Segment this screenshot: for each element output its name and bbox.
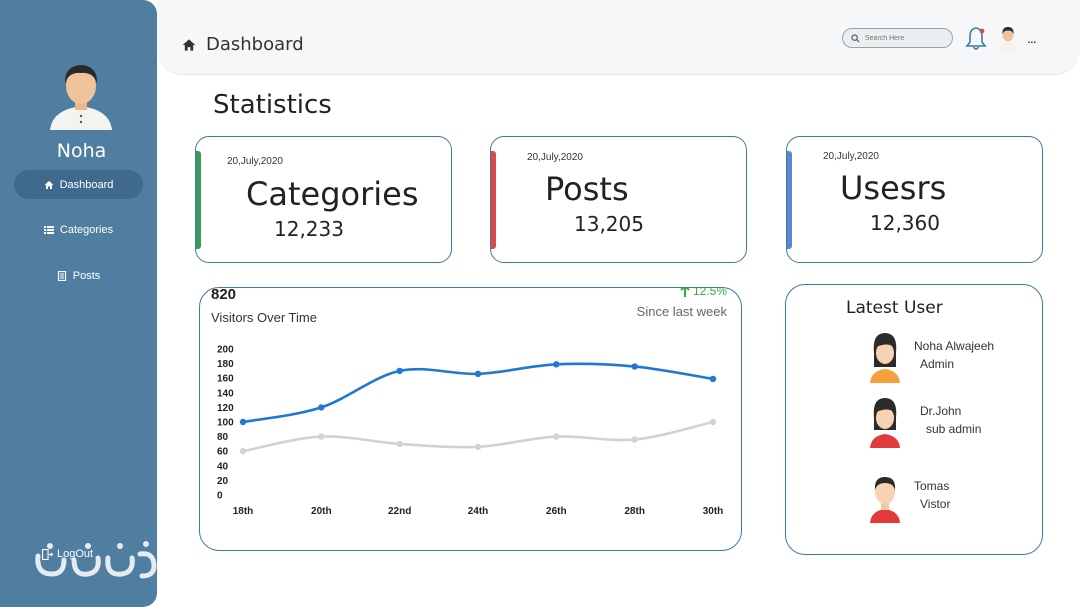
search-box[interactable]: [842, 28, 953, 48]
y-tick-label: 20: [217, 476, 229, 487]
data-point: [239, 418, 247, 426]
latest-user-item[interactable]: Noha Alwajeeh Admin: [866, 331, 994, 383]
card-label: Usesrs: [840, 169, 947, 207]
card-date: 20,July,2020: [227, 156, 283, 167]
latest-user-name: Tomas: [914, 479, 950, 493]
data-point: [631, 363, 638, 370]
latest-user-role: Vistor: [920, 497, 951, 511]
data-point: [318, 433, 325, 440]
latest-user-name: Dr.John: [920, 404, 962, 418]
logout-label: LogOut: [57, 548, 94, 560]
y-tick-label: 140: [217, 388, 234, 399]
visitors-since: Since last week: [636, 304, 727, 319]
list-icon: [43, 225, 54, 234]
y-tick-label: 80: [217, 432, 229, 443]
x-tick-label: 20th: [311, 506, 332, 517]
card-value: 13,205: [574, 212, 644, 236]
male-avatar-icon: [870, 477, 900, 523]
search-icon: [851, 33, 860, 42]
sidebar-item-label: Dashboard: [59, 178, 114, 191]
page-title: Statistics: [213, 90, 332, 120]
latest-user-item[interactable]: Tomas Vistor: [866, 471, 950, 523]
latest-user-item[interactable]: Dr.John sub admin: [866, 396, 981, 448]
data-point: [239, 448, 247, 455]
top-header: Dashboard ...: [157, 0, 1080, 75]
visitors-line-chart: 0 20 40 60 80 100 120 140 160 180 200 18th 20th 22nd 2…: [217, 345, 724, 518]
sidebar-user-name: Noha: [56, 140, 107, 162]
profile-avatar[interactable]: [998, 25, 1018, 53]
card-value: 12,360: [870, 211, 940, 235]
search-input[interactable]: [865, 34, 945, 42]
chart-caption: Visitors Over Time: [211, 310, 317, 325]
stat-card-users: 20,July,2020 Usesrs 12,360: [786, 136, 1043, 263]
data-point: [553, 433, 560, 440]
sidebar-item-label: Posts: [72, 269, 101, 282]
home-icon: [44, 180, 54, 189]
sidebar-item-dashboard[interactable]: Dashboard: [14, 170, 143, 199]
female-avatar-icon: [870, 333, 900, 383]
stat-card-categories: 20,July,2020 Categories 12,233: [195, 136, 452, 263]
x-tick-label: 24th: [468, 506, 489, 517]
y-tick-label: 160: [217, 374, 234, 385]
latest-users-title: Latest User: [846, 298, 943, 318]
stat-card-posts: 20,July,2020 Posts 13,205: [490, 136, 747, 263]
logout-button[interactable]: LogOut: [42, 548, 93, 560]
data-point: [396, 367, 403, 375]
x-tick-label: 26th: [546, 506, 567, 517]
sidebar-item-categories[interactable]: Categories: [14, 215, 143, 244]
data-point: [396, 440, 403, 448]
sidebar-item-label: Categories: [59, 223, 114, 236]
card-label: Posts: [545, 170, 629, 208]
card-accent-bar: [787, 151, 792, 249]
y-tick-label: 120: [217, 403, 234, 414]
card-label: Categories: [246, 175, 419, 213]
data-point: [474, 443, 482, 451]
arrow-up-icon: [680, 288, 690, 297]
sidebar-item-posts[interactable]: Posts: [14, 261, 143, 290]
y-tick-label: 40: [217, 461, 229, 472]
x-tick-label: 28th: [624, 506, 645, 517]
y-tick-label: 180: [217, 359, 234, 370]
y-tick-label: 200: [217, 345, 234, 356]
visitors-total: 820: [211, 287, 237, 303]
more-options-icon[interactable]: ...: [1027, 30, 1037, 46]
y-tick-label: 100: [217, 418, 234, 429]
female-avatar-icon: [870, 398, 900, 448]
y-tick-label: 0: [217, 491, 223, 502]
card-date: 20,July,2020: [527, 152, 583, 163]
latest-users-card: Latest User Noha Alwajeeh Admin Dr.John …: [785, 284, 1043, 555]
home-icon: [182, 38, 196, 51]
latest-user-role: Admin: [920, 357, 955, 371]
data-point: [631, 436, 638, 443]
card-accent-bar: [196, 151, 201, 249]
x-tick-label: 18th: [233, 506, 254, 517]
data-point: [553, 361, 560, 368]
bell-icon[interactable]: [965, 25, 987, 51]
card-accent-bar: [491, 151, 496, 249]
visitors-change-value: 12.5%: [692, 287, 727, 298]
card-date: 20,July,2020: [823, 151, 879, 162]
visitors-chart-card: 0 20 40 60 80 100 120 140 160 180 200 18th 20th 22nd 2…: [199, 287, 742, 551]
posts-icon: [57, 270, 66, 281]
x-tick-label: 22nd: [388, 506, 411, 517]
user-avatar: [50, 65, 112, 130]
sidebar: Noha Dashboard Categories Posts LogOut: [0, 0, 157, 607]
latest-user-name: Noha Alwajeeh: [914, 339, 995, 353]
x-tick-label: 30th: [703, 506, 724, 517]
watermark-logo: [35, 541, 157, 579]
header-title: Dashboard: [206, 34, 304, 55]
y-tick-label: 60: [217, 447, 229, 458]
latest-user-role: sub admin: [926, 422, 982, 436]
header-breadcrumb: Dashboard: [181, 34, 304, 55]
logout-icon: [42, 548, 53, 560]
data-point: [474, 370, 482, 378]
data-point: [709, 418, 717, 426]
data-point: [709, 375, 717, 383]
visitors-change: 12.5%: [680, 287, 727, 298]
card-value: 12,233: [274, 217, 344, 241]
data-point: [318, 404, 325, 411]
